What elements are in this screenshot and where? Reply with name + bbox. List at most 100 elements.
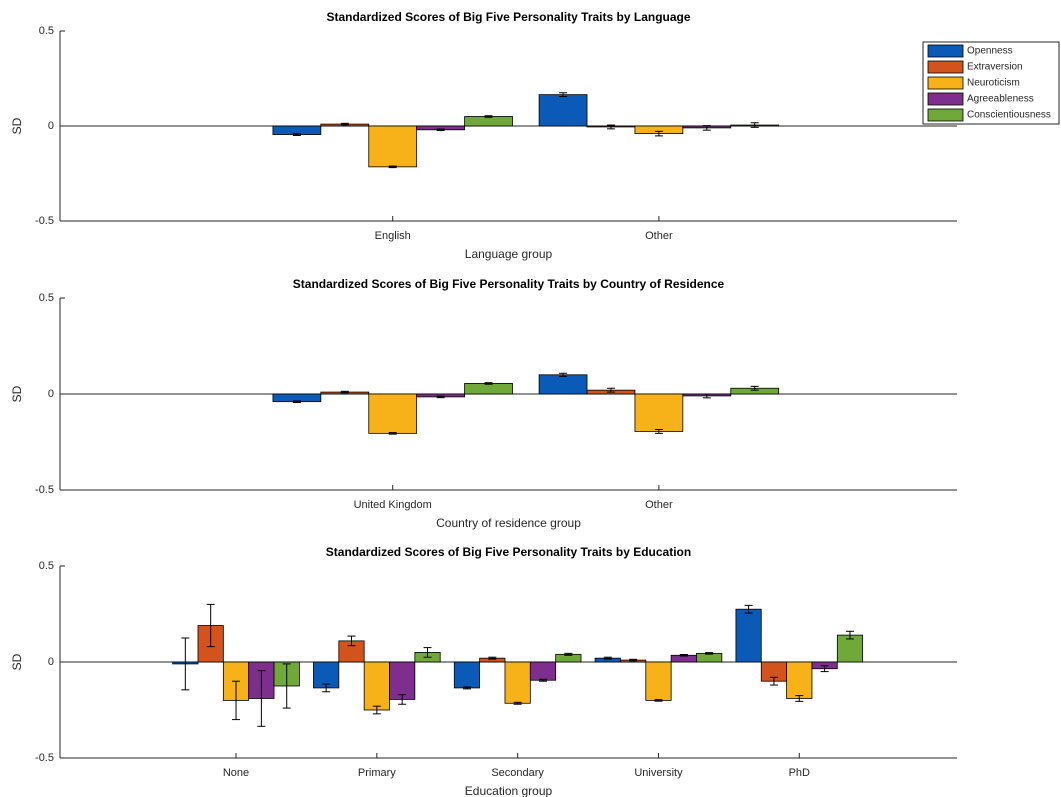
error-bar — [795, 695, 804, 702]
y-tick-label: 0 — [48, 656, 54, 668]
bar — [538, 374, 588, 395]
error-bar — [484, 115, 493, 118]
legend-label: Neuroticism — [967, 78, 1020, 89]
error-bar — [654, 429, 663, 434]
error-bar — [705, 652, 714, 655]
error-bar — [654, 699, 663, 702]
bar — [786, 661, 813, 699]
legend-swatch — [927, 44, 964, 58]
chart-title: Standardized Scores of Big Five Personal… — [326, 545, 691, 559]
error-bar — [606, 387, 615, 393]
bar — [645, 661, 672, 701]
bar — [529, 661, 557, 681]
error-bar — [702, 125, 711, 131]
bar — [464, 383, 513, 395]
error-bar — [702, 393, 711, 399]
y-tick-label: -0.5 — [35, 752, 54, 764]
error-bar — [292, 400, 301, 403]
x-tick-label: Other — [645, 499, 673, 511]
error-bar — [769, 676, 778, 686]
error-bar — [292, 133, 301, 136]
y-axis-label: SD — [10, 385, 24, 402]
y-axis-label: SD — [10, 117, 24, 134]
error-bar — [181, 637, 190, 691]
x-tick-label: United Kingdom — [354, 499, 432, 511]
error-bar — [744, 604, 753, 614]
error-bar — [436, 395, 445, 399]
error-bar — [559, 92, 568, 98]
y-tick-label: 0 — [48, 120, 54, 132]
y-tick-label: 0 — [48, 388, 54, 400]
bar — [464, 116, 513, 127]
error-bar — [462, 686, 471, 690]
error-bar — [388, 165, 397, 169]
x-tick-label: Other — [645, 230, 673, 242]
error-bar — [340, 122, 349, 126]
legend-swatch — [927, 92, 964, 106]
error-bar — [484, 382, 493, 385]
error-bar — [539, 678, 547, 682]
error-bar — [559, 372, 568, 377]
bar — [538, 94, 588, 127]
y-tick-label: -0.5 — [35, 215, 54, 227]
legend-label: Conscientiousness — [967, 110, 1051, 121]
bar — [836, 634, 864, 663]
legend-label: Agreeableness — [967, 94, 1034, 105]
error-bar — [282, 663, 291, 709]
error-bar — [845, 630, 854, 640]
error-bar — [388, 432, 397, 435]
error-bar — [206, 603, 215, 648]
y-tick-label: -0.5 — [35, 484, 54, 496]
x-tick-label: None — [223, 767, 249, 779]
error-bar — [340, 390, 349, 394]
x-tick-label: Secondary — [491, 767, 544, 779]
error-bar — [347, 635, 356, 647]
x-tick-label: Primary — [358, 767, 396, 779]
legend-swatch — [927, 76, 964, 90]
bar — [389, 661, 416, 700]
bar — [368, 125, 418, 168]
y-tick-label: 0.5 — [39, 292, 54, 304]
error-bar — [679, 654, 688, 657]
x-tick-label: English — [375, 230, 411, 242]
error-bar — [750, 385, 759, 391]
error-bar — [436, 128, 445, 132]
bar — [504, 661, 531, 704]
legend-label: Openness — [967, 46, 1013, 57]
error-bar — [606, 124, 615, 130]
error-bar — [423, 647, 432, 658]
legend-swatch — [927, 60, 964, 74]
error-bar — [750, 122, 759, 128]
bar — [363, 661, 390, 711]
error-bar — [629, 658, 638, 662]
y-tick-label: 0.5 — [39, 560, 54, 572]
error-bar — [654, 130, 663, 137]
error-bar — [603, 656, 612, 660]
bar — [696, 652, 723, 663]
error-bar — [257, 670, 266, 727]
bar — [368, 393, 418, 434]
chart-title: Standardized Scores of Big Five Personal… — [293, 277, 725, 291]
bar — [453, 661, 481, 689]
x-axis-label: Language group — [465, 247, 553, 261]
legend-label: Extraversion — [967, 62, 1023, 73]
y-axis-label: SD — [10, 653, 24, 670]
y-tick-label: 0.5 — [39, 25, 54, 37]
x-tick-label: PhD — [789, 767, 810, 779]
x-tick-label: University — [634, 767, 683, 779]
x-axis-label: Education group — [465, 784, 553, 797]
error-bar — [322, 683, 331, 693]
error-bar — [398, 694, 407, 705]
error-bar — [372, 705, 381, 715]
error-bar — [820, 665, 829, 673]
legend-swatch — [927, 108, 964, 122]
bar — [634, 393, 684, 432]
x-axis-label: Country of residence group — [436, 516, 581, 530]
chart-title: Standardized Scores of Big Five Personal… — [326, 10, 690, 24]
error-bar — [232, 680, 241, 721]
error-bar — [488, 656, 497, 660]
error-bar — [564, 652, 573, 656]
bar — [735, 608, 762, 663]
error-bar — [513, 701, 522, 705]
